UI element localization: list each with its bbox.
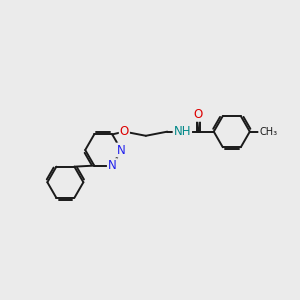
Text: N: N	[117, 143, 126, 157]
Text: O: O	[120, 125, 129, 138]
Text: O: O	[194, 108, 203, 121]
Text: NH: NH	[174, 125, 191, 138]
Text: CH₃: CH₃	[259, 127, 277, 136]
Text: N: N	[108, 159, 117, 172]
